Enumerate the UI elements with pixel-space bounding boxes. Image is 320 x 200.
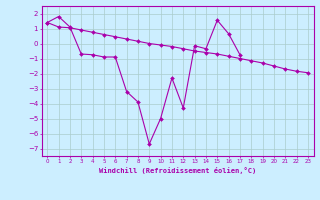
X-axis label: Windchill (Refroidissement éolien,°C): Windchill (Refroidissement éolien,°C) — [99, 167, 256, 174]
